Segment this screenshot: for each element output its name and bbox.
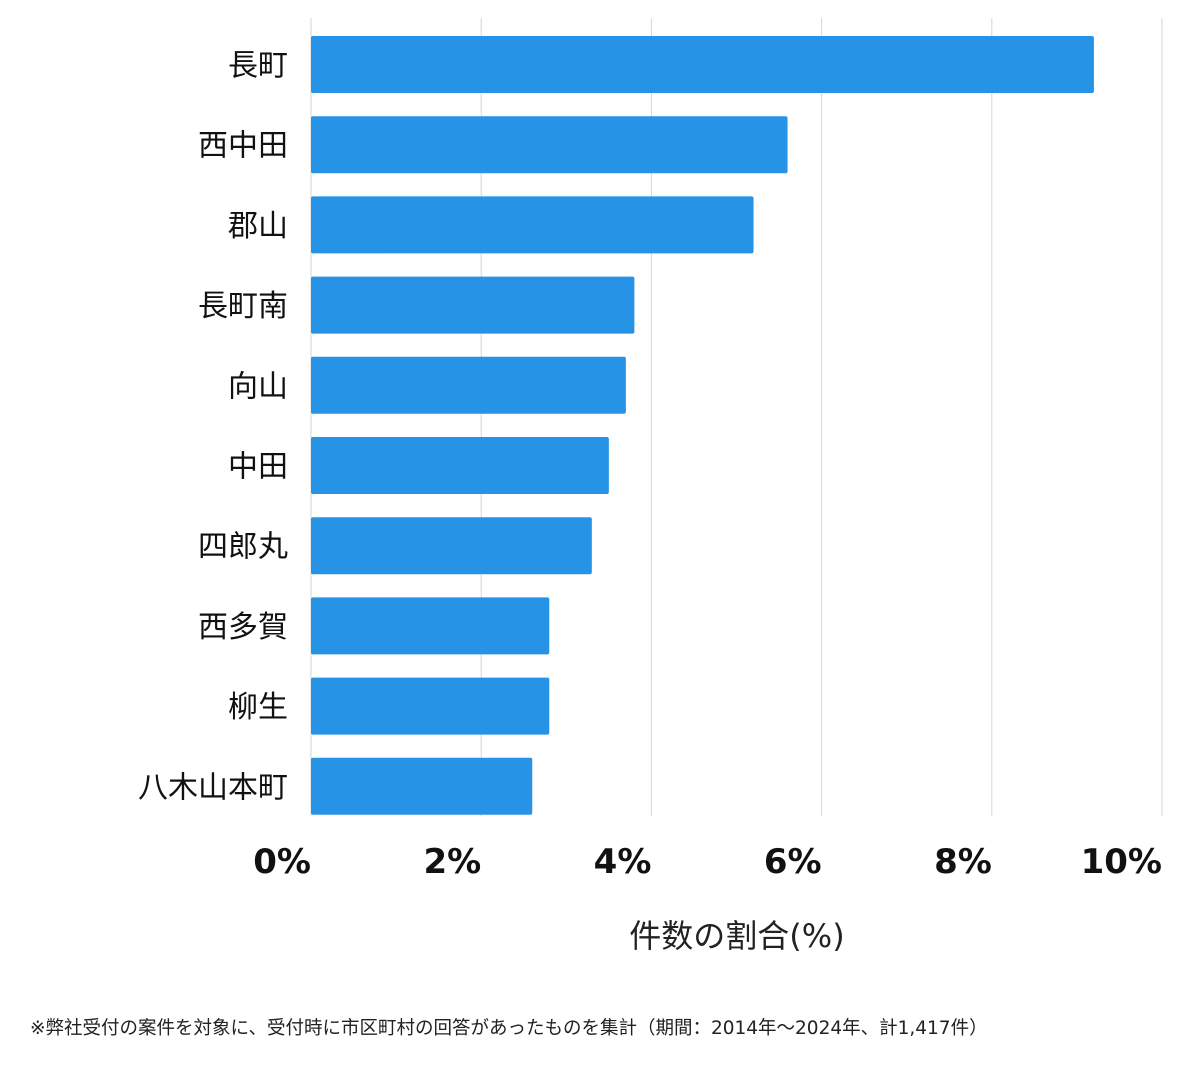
x-axis-title: 件数の割合(%) xyxy=(629,917,844,955)
footnote: ※弊社受付の案件を対象に、受付時に市区町村の回答があったものを集計（期間：201… xyxy=(30,1018,988,1039)
x-tick-label-4: 8% xyxy=(934,842,992,882)
category-label-2: 郡山 xyxy=(228,209,288,244)
category-label-1: 西中田 xyxy=(198,129,288,164)
x-tick-label-1: 2% xyxy=(423,842,481,882)
x-tick-labels: 0% 2% 4% 6% 8% 10% xyxy=(253,842,1162,882)
category-label-7: 西多賀 xyxy=(198,610,288,645)
bar-1 xyxy=(311,116,788,174)
bar-8 xyxy=(311,677,550,735)
bar-0 xyxy=(311,36,1094,93)
category-label-9: 八木山本町 xyxy=(138,770,288,805)
bar-3 xyxy=(311,276,635,334)
category-label-8: 柳生 xyxy=(228,690,288,725)
category-label-4: 向山 xyxy=(228,369,288,404)
bar-5 xyxy=(311,437,609,494)
bar-4 xyxy=(311,356,626,414)
x-tick-label-3: 6% xyxy=(764,842,822,882)
x-tick-label-2: 4% xyxy=(594,842,652,882)
category-label-3: 長町南 xyxy=(198,289,288,324)
bar-7 xyxy=(311,597,550,655)
x-tick-label-5: 10% xyxy=(1081,842,1162,882)
category-label-6: 四郎丸 xyxy=(198,530,288,565)
bar-9 xyxy=(311,757,533,815)
bar-2 xyxy=(311,196,754,254)
bar-6 xyxy=(311,517,592,575)
x-tick-label-0: 0% xyxy=(253,842,311,882)
category-label-0: 長町 xyxy=(228,49,288,84)
bars xyxy=(311,36,1094,815)
category-label-5: 中田 xyxy=(228,450,288,485)
